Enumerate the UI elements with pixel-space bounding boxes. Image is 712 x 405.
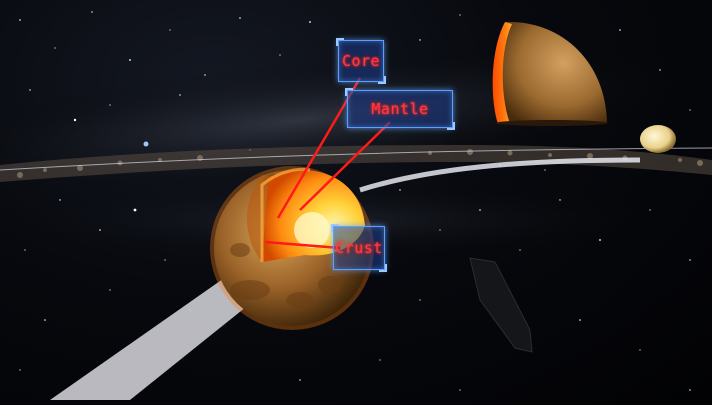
crust-label-text: Crust xyxy=(335,239,383,257)
mantle-label: Mantle xyxy=(345,88,455,130)
moon xyxy=(640,125,676,153)
crust-label: Crust xyxy=(331,224,387,272)
main-planet-cutaway xyxy=(210,166,374,330)
asteroid-belt xyxy=(0,145,712,182)
core-label-text: Core xyxy=(341,52,381,70)
label-pointers xyxy=(264,77,391,250)
mantle-label-text: Mantle xyxy=(371,100,429,118)
distant-planet-cutaway xyxy=(492,21,608,126)
core-label: Core xyxy=(336,38,386,84)
